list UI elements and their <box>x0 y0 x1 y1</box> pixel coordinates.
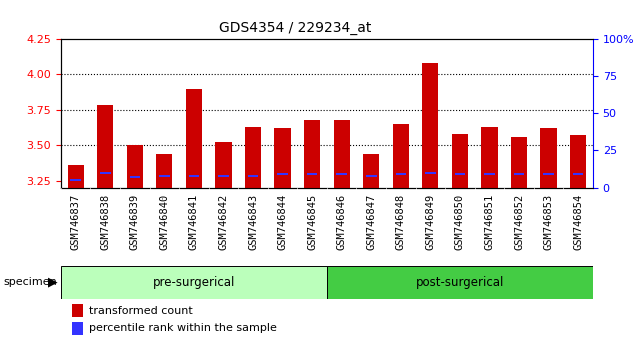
Text: GSM746850: GSM746850 <box>455 194 465 250</box>
Bar <box>393 124 409 188</box>
Text: ▶: ▶ <box>48 276 58 289</box>
Bar <box>570 135 587 188</box>
Bar <box>544 173 554 175</box>
Bar <box>156 154 172 188</box>
Bar <box>278 173 288 175</box>
Text: GSM746846: GSM746846 <box>337 194 347 250</box>
Text: GSM746842: GSM746842 <box>219 194 228 250</box>
Text: transformed count: transformed count <box>88 306 192 316</box>
Bar <box>127 145 143 188</box>
Bar <box>452 134 468 188</box>
Bar <box>218 175 229 177</box>
Bar <box>186 88 202 188</box>
Bar <box>72 322 83 335</box>
Bar <box>513 173 524 175</box>
Text: GSM746839: GSM746839 <box>129 194 140 250</box>
Bar <box>97 105 113 188</box>
Bar <box>67 165 84 188</box>
Bar <box>327 266 593 299</box>
Text: percentile rank within the sample: percentile rank within the sample <box>88 323 276 333</box>
Text: pre-surgerical: pre-surgerical <box>153 276 235 289</box>
Bar <box>484 173 495 175</box>
Text: post-surgerical: post-surgerical <box>416 276 504 289</box>
Text: GSM746844: GSM746844 <box>278 194 288 250</box>
Text: GSM746843: GSM746843 <box>248 194 258 250</box>
Bar <box>454 173 465 175</box>
Bar <box>129 176 140 178</box>
Text: GSM746847: GSM746847 <box>366 194 376 250</box>
Bar <box>307 173 317 175</box>
Text: GSM746840: GSM746840 <box>160 194 169 250</box>
Text: GSM746854: GSM746854 <box>573 194 583 250</box>
Bar <box>573 173 583 175</box>
Bar <box>247 175 258 177</box>
Bar <box>363 154 379 188</box>
Bar <box>540 128 557 188</box>
Bar <box>422 63 438 188</box>
Title: GDS4354 / 229234_at: GDS4354 / 229234_at <box>219 21 371 35</box>
Bar <box>245 127 261 188</box>
Bar <box>215 142 231 188</box>
Text: GSM746841: GSM746841 <box>189 194 199 250</box>
Bar <box>159 175 170 177</box>
Bar <box>71 179 81 181</box>
Bar <box>511 137 527 188</box>
Bar <box>304 120 320 188</box>
Bar <box>61 266 327 299</box>
Bar <box>425 172 436 174</box>
Text: GSM746838: GSM746838 <box>100 194 110 250</box>
Text: GSM746852: GSM746852 <box>514 194 524 250</box>
Bar <box>481 127 497 188</box>
Text: GSM746851: GSM746851 <box>485 194 494 250</box>
Bar <box>274 128 291 188</box>
Text: specimen: specimen <box>3 277 57 287</box>
Bar <box>337 173 347 175</box>
Text: GSM746849: GSM746849 <box>426 194 435 250</box>
Bar <box>188 175 199 177</box>
Bar <box>366 175 376 177</box>
Bar <box>72 304 83 317</box>
Text: GSM746837: GSM746837 <box>71 194 81 250</box>
Text: GSM746848: GSM746848 <box>395 194 406 250</box>
Text: GSM746853: GSM746853 <box>544 194 554 250</box>
Bar <box>100 172 110 174</box>
Text: GSM746845: GSM746845 <box>307 194 317 250</box>
Bar <box>395 173 406 175</box>
Bar <box>333 120 350 188</box>
